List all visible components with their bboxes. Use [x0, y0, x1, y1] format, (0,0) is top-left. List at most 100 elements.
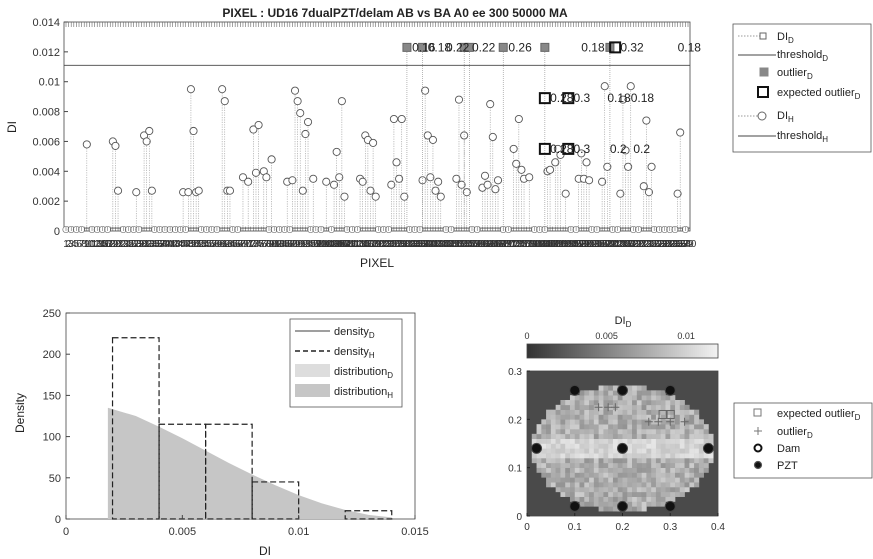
heatmap-cell: [694, 443, 700, 449]
heatmap-cell: [574, 467, 580, 473]
di-h-point: [225, 186, 235, 195]
x-tick-label: 229: [651, 239, 668, 250]
heatmap-cell: [632, 443, 638, 449]
heatmap-cell: [584, 496, 590, 502]
heatmap-cell: [641, 462, 647, 468]
outlier-d-point: [464, 42, 474, 52]
di-h-point: [621, 146, 630, 155]
expected-outlier-d-point: [538, 92, 551, 105]
outlier-d-point: [498, 42, 508, 52]
heatmap-cell: [651, 395, 657, 401]
heatmap-cell: [579, 501, 585, 507]
heatmap-cell: [546, 438, 552, 444]
di-h-point: [618, 95, 627, 104]
heatmap-cell: [560, 458, 566, 464]
heatmap-cell: [636, 433, 642, 439]
heatmap-cell: [608, 462, 614, 468]
x-tick-label: 26: [126, 239, 138, 250]
heatmap-cell: [627, 419, 633, 425]
heatmap-cell: [574, 472, 580, 478]
heatmap-cell: [612, 448, 619, 454]
di-h-point: [389, 114, 398, 124]
heatmap-cell: [546, 414, 552, 420]
heatmap-cell: [550, 443, 556, 449]
heatmap-cell: [636, 429, 642, 435]
heatmap-cell: [698, 453, 704, 459]
heatmap-cell: [632, 496, 638, 502]
heatmap-cell: [593, 487, 599, 493]
heatmap-cell: [603, 482, 609, 488]
heatmap-cell: [598, 395, 604, 401]
x-tick-label: 114: [352, 239, 368, 250]
di-h-point: [488, 132, 497, 141]
x-tick-label: 83: [274, 239, 286, 250]
x-tick-label: 232: [659, 239, 676, 250]
heatmap-cell: [641, 448, 647, 454]
heatmap-cell: [593, 414, 599, 420]
heatmap-cell: [569, 448, 576, 454]
expected-outlier-d-point: [538, 142, 551, 155]
heatmap-cell: [593, 496, 599, 502]
x-tick-label: 60: [214, 239, 226, 250]
heatmap-cell: [641, 429, 647, 435]
heatmap-cell: [670, 482, 676, 488]
heatmap-cell: [670, 477, 676, 483]
di-h-point: [436, 192, 445, 201]
heatmap-cell: [608, 491, 614, 497]
di-h-point: [462, 188, 471, 197]
heatmap-cell: [632, 448, 638, 454]
heatmap-cell: [584, 448, 590, 454]
point-label: 0.18: [678, 40, 702, 54]
heatmap-cell: [660, 501, 666, 507]
di-h-point: [397, 114, 406, 124]
x-tick-label: 138: [414, 239, 431, 250]
heatmap-cell: [622, 472, 628, 478]
heatmap-cell: [560, 462, 566, 468]
point-label: 0.22: [446, 40, 470, 54]
heatmap-cell: [698, 419, 704, 425]
dot-icon: [753, 460, 763, 470]
heatmap-cell: [708, 438, 714, 444]
heatmap-cell: [612, 491, 619, 497]
x-tick-label: 135: [406, 239, 423, 250]
heatmap-cell: [593, 501, 599, 507]
heatmap-cell: [555, 414, 561, 420]
heatmap-cell: [632, 458, 638, 464]
heatmap-cell: [651, 443, 657, 449]
heatmap-cell: [622, 482, 628, 488]
x-tick-label: 108: [336, 239, 353, 250]
heatmap-cell: [698, 472, 704, 478]
heatmap-cell: [660, 390, 666, 396]
heatmap-cell: [550, 438, 556, 444]
di-h-point: [480, 171, 490, 180]
x-tick-label: 35: [149, 239, 161, 250]
heatmap-cell: [584, 453, 590, 459]
x-tick-label: 23: [118, 239, 130, 250]
heatmap-cell: [617, 433, 623, 439]
heatmap-cell: [531, 453, 537, 459]
x-tick-label: 130: [393, 239, 410, 250]
heatmap-cell: [627, 443, 633, 449]
heatmap-cell: [550, 472, 556, 478]
heatmap-cell: [593, 453, 599, 459]
heatmap-cell: [546, 419, 552, 425]
heatmap-cell: [541, 462, 547, 468]
di-h-point: [220, 97, 229, 106]
heatmap-cell: [627, 496, 633, 502]
heatmap-cell: [655, 496, 661, 502]
heatmap-cell: [632, 414, 638, 420]
heatmap-cell: [565, 448, 571, 454]
heatmap-cell: [579, 433, 585, 439]
x-tick-label: 140: [419, 239, 436, 250]
heatmap-cell: [569, 395, 576, 401]
heatmap-cell: [555, 419, 561, 425]
di-h-point: [428, 135, 438, 144]
x-tick-label: 48: [183, 239, 195, 250]
di-h-point: [387, 180, 396, 189]
heatmap-cell: [636, 453, 642, 459]
heatmap-cell: [651, 467, 657, 473]
y-tick-label: 0.1: [508, 464, 522, 475]
square-icon: [753, 408, 762, 417]
x-tick-label: 162: [477, 239, 494, 250]
histogram-bar: [344, 510, 393, 520]
